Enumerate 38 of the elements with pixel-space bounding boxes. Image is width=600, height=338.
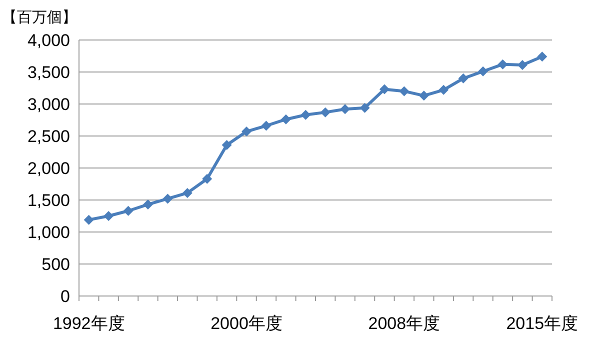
point xyxy=(478,66,488,76)
point xyxy=(104,211,114,221)
x-tick-label: 1992年度 xyxy=(52,314,125,333)
point xyxy=(418,90,429,101)
y-tick-label: 0 xyxy=(60,287,70,306)
y-tick-label: 2,000 xyxy=(27,159,70,178)
point xyxy=(162,194,173,204)
point xyxy=(517,60,528,70)
point xyxy=(438,84,449,95)
point xyxy=(360,102,370,113)
y-tick-label: 3,000 xyxy=(27,95,70,114)
point xyxy=(222,140,232,150)
point xyxy=(261,120,272,131)
y-tick-label: 500 xyxy=(42,255,70,274)
y-axis-title: 【百万個】 xyxy=(2,9,77,26)
point xyxy=(300,110,311,120)
x-tick-label: 2008年度 xyxy=(368,314,440,333)
point xyxy=(399,86,410,96)
point xyxy=(379,84,390,94)
y-tick-label: 3,500 xyxy=(27,63,70,82)
y-tick-label: 2,500 xyxy=(27,127,70,146)
point xyxy=(498,59,508,70)
point xyxy=(182,188,192,198)
point xyxy=(537,52,548,62)
point xyxy=(202,174,212,184)
x-tick-label: 2000年度 xyxy=(210,314,282,333)
y-tick-label: 1,500 xyxy=(27,191,70,210)
point xyxy=(340,104,350,114)
point xyxy=(280,114,291,124)
point xyxy=(320,107,330,118)
point xyxy=(458,73,468,84)
point xyxy=(123,206,134,216)
y-tick-label: 1,000 xyxy=(27,223,70,242)
point xyxy=(242,126,252,137)
point xyxy=(84,214,94,225)
point xyxy=(142,199,153,210)
x-tick-label: 2015年度 xyxy=(506,314,578,333)
y-tick-label: 4,000 xyxy=(27,31,70,50)
